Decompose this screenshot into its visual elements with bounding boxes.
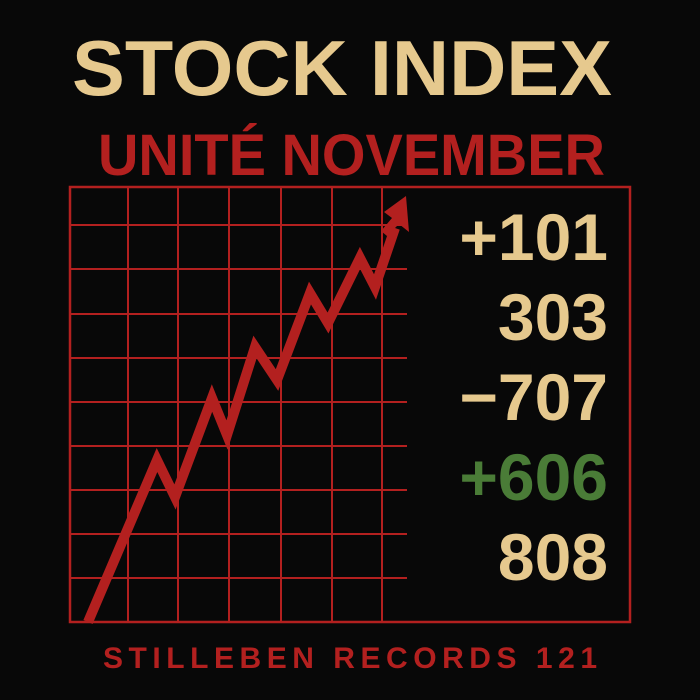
figure-value: +101 [459, 200, 608, 274]
figure-value: 303 [498, 280, 608, 354]
grid-lines [70, 187, 407, 622]
poster-footer: STILLEBEN RECORDS 121 [103, 642, 597, 675]
chart-frame [68, 185, 632, 624]
poster-subtitle: UNITÉ NOVEMBER [98, 123, 605, 188]
poster-title: STOCK INDEX [72, 24, 612, 112]
rising-arrow-icon [83, 196, 409, 624]
figure-value: 808 [498, 520, 608, 594]
figure-value: −707 [459, 360, 608, 434]
figure-value: +606 [459, 440, 608, 514]
